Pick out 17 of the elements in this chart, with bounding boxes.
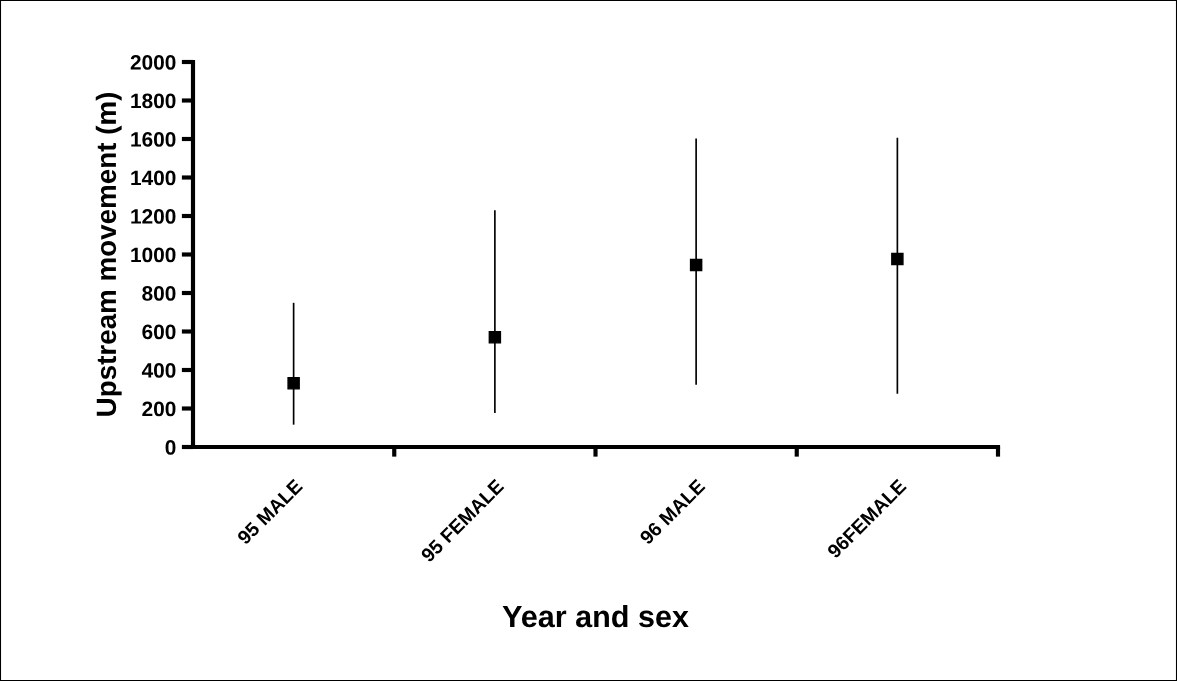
y-tick-label: 600 — [142, 324, 176, 340]
point — [488, 331, 502, 344]
y-tick-label: 2000 — [130, 55, 176, 70]
point — [891, 252, 904, 266]
x-axis-title: Year and sex — [502, 604, 689, 628]
y-tick-label: 1800 — [131, 93, 176, 109]
y-tick-label: 400 — [141, 363, 176, 378]
y-tick-label: 1000 — [131, 247, 176, 263]
y-tick-label: 1600 — [131, 132, 176, 147]
y-tick-label: 200 — [142, 401, 176, 417]
point — [689, 258, 703, 272]
y-tick-label: 1400 — [131, 170, 176, 186]
point — [287, 377, 300, 390]
y-axis-title: Upstream movement (m) — [95, 93, 122, 416]
y-tick-label: 800 — [142, 286, 176, 301]
y-tick-label: 1200 — [131, 209, 176, 224]
y-tick-label: 0 — [165, 440, 176, 455]
